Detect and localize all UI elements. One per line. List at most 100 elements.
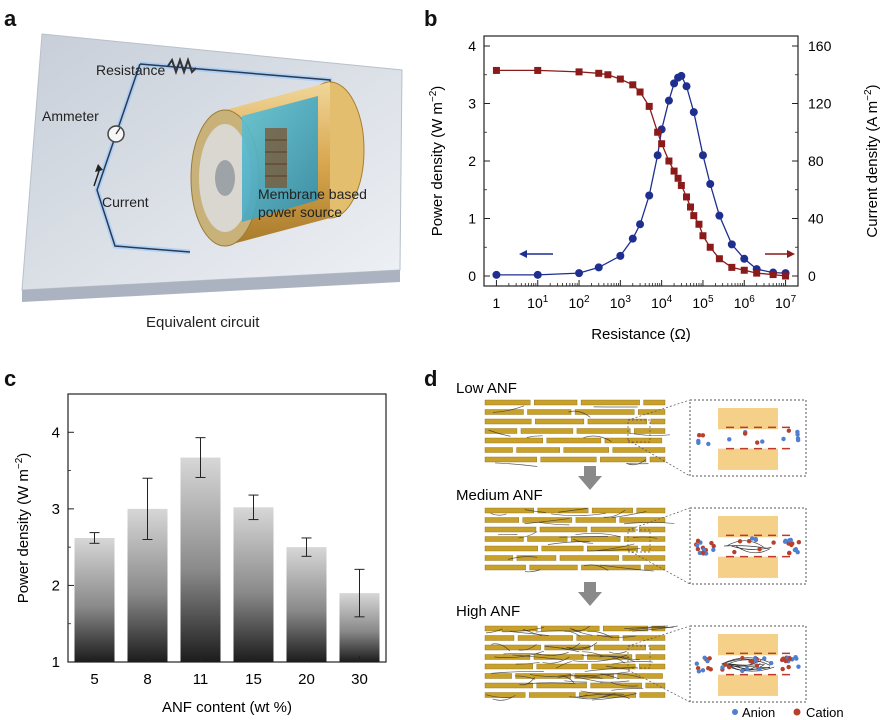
cation-dot bbox=[796, 540, 802, 545]
chart-b-power-point bbox=[715, 211, 724, 220]
cation-dot bbox=[787, 655, 792, 661]
chart-b-power-point bbox=[689, 108, 698, 117]
panel-label-d: d bbox=[424, 366, 438, 391]
cation-dot bbox=[700, 433, 706, 438]
chart-b-current-point bbox=[654, 128, 662, 136]
cation-dot bbox=[748, 658, 753, 664]
inset-connector bbox=[627, 439, 691, 477]
chart-b-current-point bbox=[677, 181, 685, 189]
legend-cation-dot bbox=[793, 708, 801, 716]
cation-dot bbox=[757, 547, 762, 552]
anion-dot bbox=[795, 429, 800, 435]
chart-b-current-point bbox=[658, 140, 666, 148]
cation-dot bbox=[749, 659, 755, 665]
anion-dot bbox=[696, 669, 702, 674]
nanochannel-inset bbox=[689, 625, 807, 703]
chart-b-current-point bbox=[534, 66, 542, 74]
chart-c-bar bbox=[127, 508, 168, 662]
panel-label-b: b bbox=[424, 6, 438, 31]
chart-c-bar bbox=[339, 593, 380, 662]
cation-dot bbox=[786, 428, 792, 433]
chart-c-y-tick-label: 4 bbox=[52, 424, 60, 441]
chart-b-power-point bbox=[698, 151, 707, 160]
chart-c-bar bbox=[233, 507, 274, 662]
cation-dot bbox=[789, 542, 794, 548]
cation-dot bbox=[780, 666, 785, 672]
chart-b-power-point bbox=[533, 270, 542, 279]
inset-connector bbox=[627, 399, 691, 421]
anion-dot bbox=[697, 550, 703, 556]
chart-b-current-point bbox=[670, 167, 678, 175]
inset-connector bbox=[627, 625, 691, 647]
cation-dot bbox=[784, 655, 789, 660]
chart-b-power-point bbox=[594, 263, 603, 272]
chart-b-current-point bbox=[728, 263, 736, 271]
chart-b-current-point bbox=[683, 193, 691, 201]
chart-b-current-point bbox=[769, 271, 777, 279]
chart-b-power-point bbox=[682, 82, 691, 91]
chart-b-series-line-right bbox=[496, 69, 786, 277]
cation-dot bbox=[737, 539, 743, 544]
chart-b-y-left-tick-label: 0 bbox=[468, 268, 476, 284]
resistor-symbol bbox=[167, 56, 197, 76]
chart-b-plot-frame bbox=[483, 35, 799, 287]
panel-a-illustration bbox=[0, 0, 420, 340]
legend-anion-label: Anion bbox=[742, 705, 775, 720]
anion-dot bbox=[781, 436, 786, 442]
label-resistance: Resistance bbox=[96, 62, 166, 78]
chart-c-bar bbox=[180, 457, 221, 662]
chart-b-y-right-tick-label: 40 bbox=[808, 211, 824, 227]
chart-c-x-axis-label: ANF content (wt %) bbox=[162, 699, 292, 716]
anion-dot bbox=[793, 655, 798, 660]
anion-dot bbox=[795, 436, 801, 441]
cation-dot bbox=[786, 541, 791, 546]
label-membrane-line2: power source bbox=[258, 204, 343, 220]
cation-dot bbox=[695, 538, 701, 544]
chart-b-current-point bbox=[695, 220, 703, 228]
cation-dot bbox=[746, 538, 752, 544]
anion-dot bbox=[785, 655, 791, 661]
cation-dot bbox=[780, 656, 786, 661]
cation-dot bbox=[754, 663, 760, 668]
chart-b-current-point bbox=[715, 255, 723, 263]
cation-dot bbox=[732, 549, 737, 555]
cation-dot bbox=[707, 656, 712, 661]
anion-dot bbox=[694, 543, 700, 548]
panel-label-c: c bbox=[4, 366, 17, 391]
chart-b-power-point bbox=[492, 270, 501, 279]
chart-b-current-point bbox=[782, 272, 790, 280]
anion-dot bbox=[786, 658, 791, 664]
cation-dot bbox=[755, 440, 760, 445]
chart-b-power-point bbox=[657, 125, 666, 134]
cation-dot bbox=[723, 662, 728, 667]
cation-dot bbox=[779, 657, 785, 663]
label-high-anf: High ANF bbox=[456, 603, 520, 620]
cation-dot bbox=[771, 540, 776, 545]
inset-connector bbox=[627, 669, 691, 703]
label-medium-anf: Medium ANF bbox=[456, 487, 543, 504]
chart-b-power-point bbox=[727, 240, 736, 249]
right-axis-arrow-icon bbox=[765, 250, 795, 258]
chart-b-current-point bbox=[699, 232, 707, 240]
label-ammeter: Ammeter bbox=[42, 108, 99, 124]
chart-b-x-tick-label: 105 bbox=[692, 294, 714, 311]
anion-dot bbox=[701, 547, 707, 553]
chart-c-x-tick-label: 15 bbox=[245, 671, 262, 688]
chart-b-x-tick-label: 1 bbox=[493, 295, 501, 311]
chart-c-y-tick-label: 1 bbox=[52, 654, 60, 671]
anion-dot bbox=[740, 668, 745, 674]
chart-c-x-tick-label: 30 bbox=[351, 671, 368, 688]
chart-b-current-point bbox=[575, 68, 583, 76]
circuit-illustration bbox=[21, 33, 403, 302]
anion-dot bbox=[794, 656, 799, 661]
chart-c-bar bbox=[74, 537, 115, 662]
chart-b-current-point bbox=[706, 243, 714, 251]
anion-dot bbox=[796, 664, 801, 669]
label-low-anf: Low ANF bbox=[456, 380, 517, 397]
anion-dot bbox=[795, 550, 800, 555]
chart-b-current-point bbox=[604, 71, 612, 79]
left-axis-arrow-icon bbox=[519, 250, 553, 258]
anion-dot bbox=[768, 660, 774, 666]
chart-b-power-point bbox=[664, 96, 673, 105]
nanochannel-inset bbox=[689, 399, 807, 477]
